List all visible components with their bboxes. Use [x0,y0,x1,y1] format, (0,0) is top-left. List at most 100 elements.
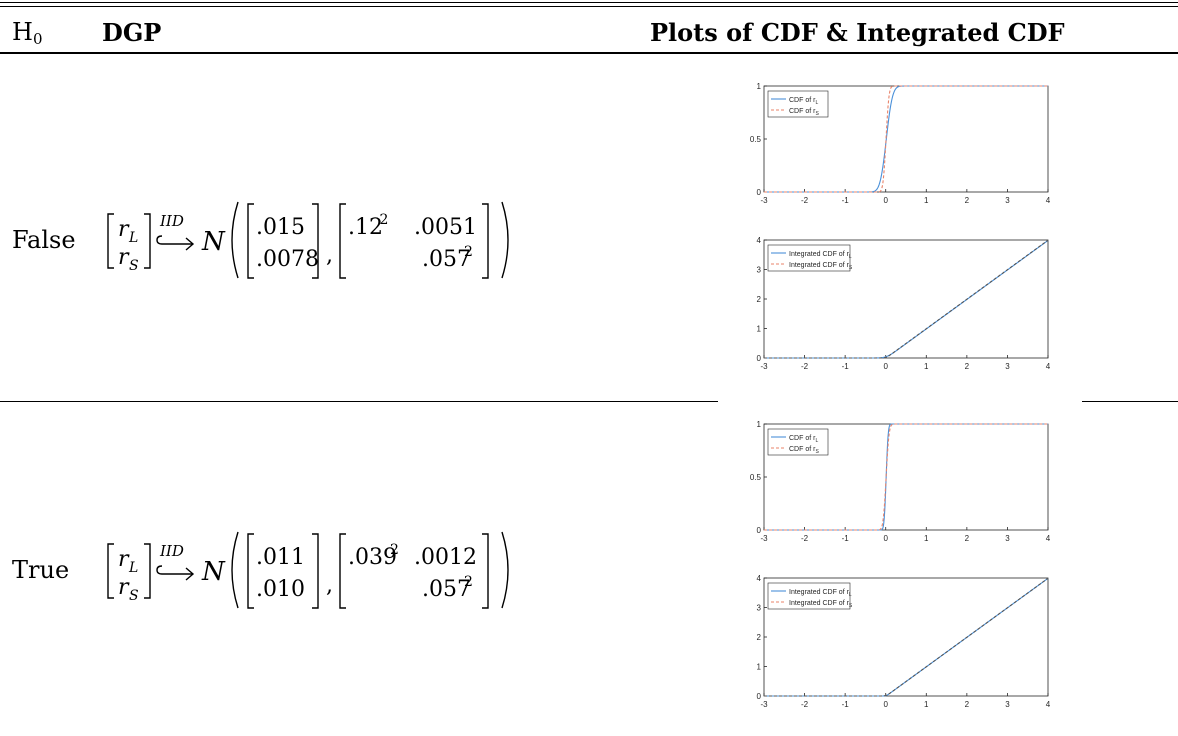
x-tick-label: -1 [842,534,850,543]
legend-entry-sub: S [815,111,819,117]
cov-d: .057 [422,577,471,602]
x-tick-label: 2 [965,534,970,543]
vec-top-r: r [118,217,130,242]
left-paren [231,201,239,279]
vec-right-bracket [144,213,151,269]
x-tick-label: -2 [801,196,809,205]
x-tick-label: 1 [924,362,929,371]
x-tick-label: 2 [965,196,970,205]
legend-entry: Integrated CDF of rS [789,600,853,609]
cov-left-bracket [339,203,346,279]
legend-entry-name: Integrated CDF of r [789,262,850,269]
mean-top: .015 [256,215,305,240]
x-tick-label: 4 [1046,362,1051,371]
cov-a-sq: 2 [390,542,399,558]
legend-entry-sub: S [849,603,853,609]
legend-entry: CDF of rS [789,108,819,117]
legend-box [767,90,829,118]
y-tick-label: 0 [757,692,762,701]
vec-top-r: r [118,547,130,572]
x-tick-label: 4 [1046,196,1051,205]
vec-bot-r: r [118,575,130,600]
header-plots: Plots of CDF & Integrated CDF [650,18,1065,47]
top-rule-outer [0,2,1178,3]
left-paren [231,531,239,609]
y-tick-label: 1 [757,420,762,429]
cov-right-bracket [482,533,489,609]
vec-bot-r: r [118,245,130,270]
legend-entry: Integrated CDF of rS [789,262,853,271]
x-tick-label: 3 [1005,700,1010,709]
legend-entry-sub: L [815,438,818,444]
x-tick-label: -2 [801,534,809,543]
x-tick-label: 4 [1046,534,1051,543]
cov-a: .12 [348,215,383,240]
vec-top-sub: L [128,230,138,246]
x-tick-label: 0 [883,534,888,543]
x-tick-label: -2 [801,362,809,371]
vec-bot-sub: S [129,258,139,274]
legend-entry: Integrated CDF of rL [789,589,852,598]
cov-right-bracket [482,203,489,279]
cov-a-sq: 2 [380,212,389,228]
y-tick-label: 1 [757,663,762,672]
mean-left-bracket [247,203,254,279]
legend-entry-name: CDF of r [789,435,816,442]
cov-d-sq: 2 [464,574,473,590]
legend-entry-sub: L [815,100,818,106]
hook-arrow-head [185,237,195,251]
cov-b: .0012 [414,545,477,570]
y-tick-label: 3 [757,604,762,613]
y-tick-label: 0 [757,188,762,197]
x-tick-label: 0 [883,196,888,205]
y-tick-label: 0 [757,526,762,535]
vec-left-bracket [107,543,114,599]
header-h0-sub: 0 [32,30,43,48]
mean-bottom: .0078 [256,247,319,272]
row-label-false: False [12,226,76,254]
series-line-S [764,85,1048,193]
vec-left-bracket [107,213,114,269]
row-label-true: True [12,556,70,584]
cov-a: .039 [348,545,397,570]
row-separator-left [0,401,718,402]
legend-entry: CDF of rS [789,446,819,455]
legend-entry-name: CDF of r [789,446,816,453]
legend-entry: CDF of rL [789,97,818,106]
normal-symbol: N [201,557,226,587]
comma: , [326,243,333,268]
mean-top: .011 [256,545,305,570]
y-tick-label: 0.5 [750,473,762,482]
mean-bottom: .010 [256,577,305,602]
y-tick-label: 1 [757,82,762,91]
right-paren [501,201,509,279]
series-line-S [764,423,1048,531]
legend-entry-sub: S [849,265,853,271]
y-tick-label: 3 [757,266,762,275]
legend-entry: Integrated CDF of rL [789,251,852,260]
legend-entry-name: Integrated CDF of r [789,589,850,596]
x-tick-label: 2 [965,700,970,709]
legend-entry-sub: L [849,254,852,260]
legend-entry-sub: S [815,449,819,455]
x-tick-label: 3 [1005,362,1010,371]
legend-entry: CDF of rL [789,435,818,444]
iid-label: IID [159,542,184,560]
y-tick-label: 2 [757,633,762,642]
x-tick-label: 1 [924,534,929,543]
right-paren [501,531,509,609]
legend-box [767,428,829,456]
y-tick-label: 0 [757,354,762,363]
plot-true-integrated-cdf: -3 -2 -1 0 1 2 3 4 0 1 2 3 4 Integrated CDF of rL Inte… [738,572,1058,712]
cov-d-sq: 2 [464,244,473,260]
x-tick-label: -1 [842,196,850,205]
hook-arrow-shaft [156,235,192,245]
x-tick-label: 2 [965,362,970,371]
series-line-S [764,239,1049,359]
legend-box [767,582,851,610]
